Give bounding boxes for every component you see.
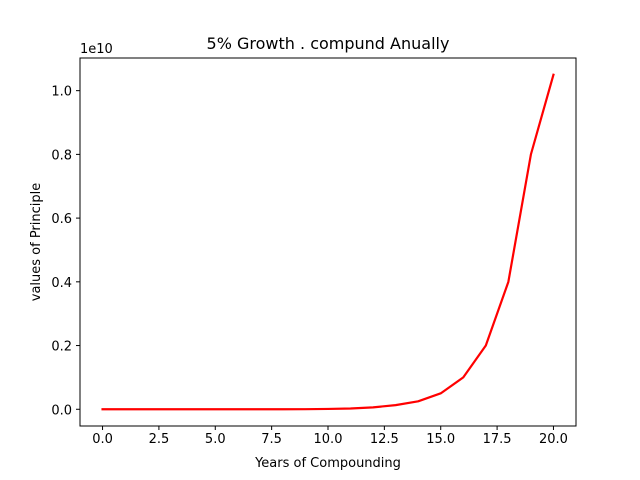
x-tick-label: 15.0: [426, 432, 455, 447]
x-tick-label: 5.0: [205, 432, 226, 447]
y-tick-label: 1.0: [51, 85, 72, 100]
x-tick-label: 0.0: [92, 432, 113, 447]
x-tick-label: 17.5: [483, 432, 512, 447]
x-tick-label: 10.0: [314, 432, 343, 447]
y-tick-label: 0.8: [51, 148, 72, 163]
y-tick-label: 0.2: [51, 340, 72, 355]
plot-area: 0.0 2.5 5.0 7.5 10.0 12.5 15.0 17.5 20.0 0.0 0.2 0.…: [51, 57, 577, 447]
y-offset-label: 1e10: [80, 42, 113, 57]
x-tick-label: 12.5: [370, 432, 399, 447]
chart-title: 5% Growth . compund Anually: [207, 34, 450, 53]
y-tick-label: 0.4: [51, 276, 72, 291]
x-tick-label: 20.0: [539, 432, 568, 447]
y-axis-label: values of Principle: [29, 183, 44, 302]
y-tick-label: 0.6: [51, 212, 72, 227]
x-axis-label: Years of Compounding: [254, 456, 401, 471]
y-tick-label: 0.0: [51, 403, 72, 418]
series-line-0: [101, 73, 555, 411]
x-tick-label: 2.5: [149, 432, 170, 447]
x-tick-label: 7.5: [261, 432, 282, 447]
